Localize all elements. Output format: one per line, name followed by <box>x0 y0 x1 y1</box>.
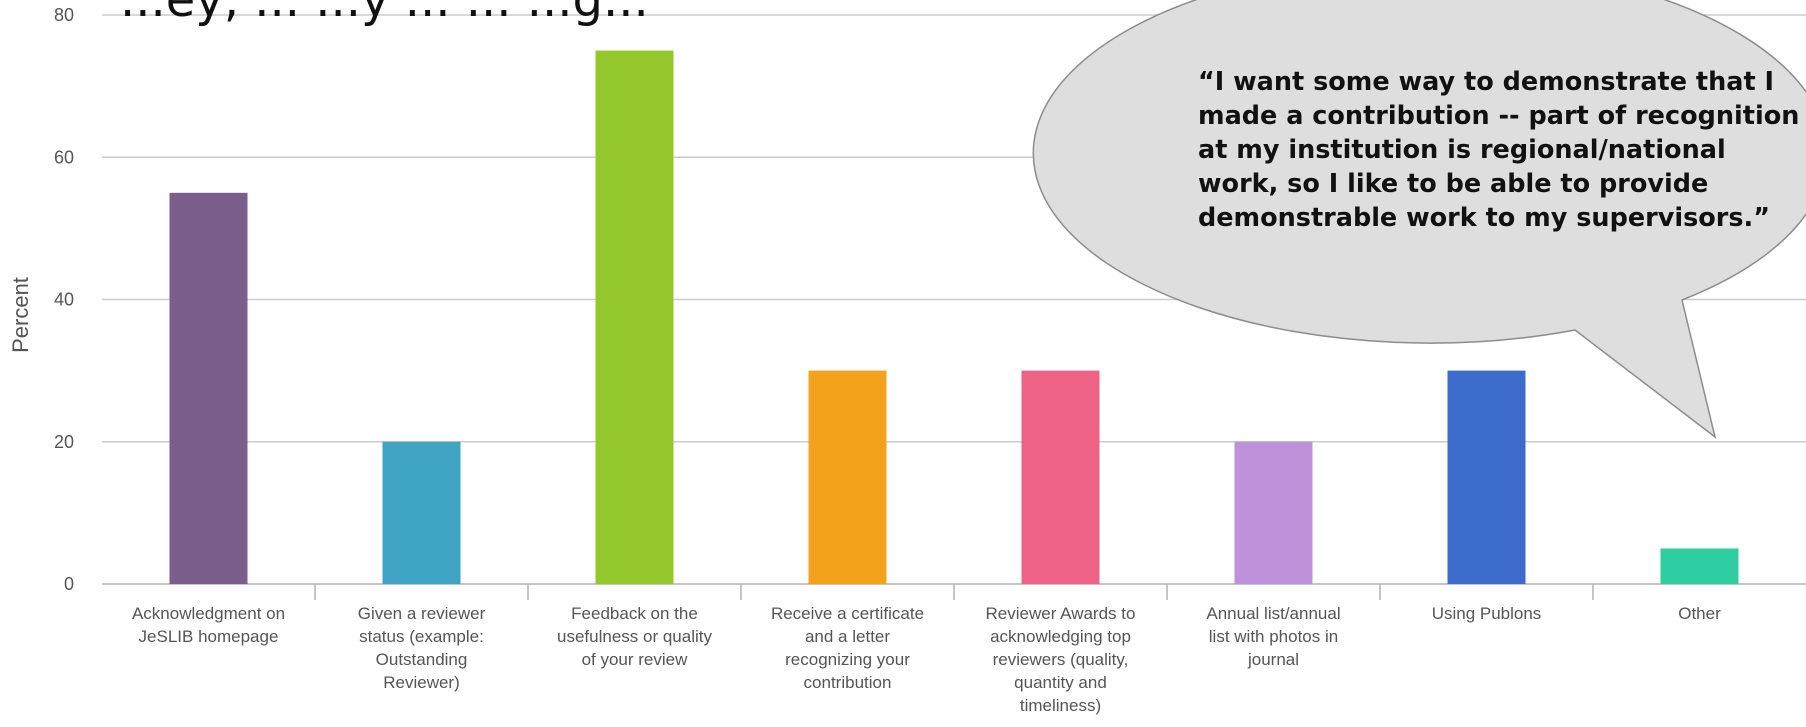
y-tick-label: 60 <box>54 147 74 167</box>
bar <box>382 441 461 584</box>
y-tick-labels: 0 20 40 60 80 <box>54 5 74 594</box>
category-label: Acknowledgment on JeSLIB homepage <box>132 604 285 646</box>
category-label: Receive a certificate and a letter recogni… <box>771 604 924 692</box>
bar <box>1234 441 1313 584</box>
y-tick-label: 80 <box>54 5 74 25</box>
category-label-line: reviewers (quality, <box>993 650 1129 669</box>
category-label-line: Reviewer) <box>383 673 460 692</box>
bar <box>169 192 248 584</box>
quote-line: at my institution is regional/national <box>1198 135 1726 165</box>
category-label-line: JeSLIB homepage <box>139 627 279 646</box>
category-label: Annual list/annual list with photos in jou… <box>1206 604 1340 669</box>
bar <box>1021 370 1100 584</box>
category-label-line: of your review <box>582 650 689 669</box>
bar <box>1660 548 1739 584</box>
category-label: Feedback on the usefulness or quality of y… <box>557 604 712 669</box>
category-label-line: timeliness) <box>1020 696 1101 715</box>
quote-line: work, so I like to be able to provide <box>1198 169 1709 199</box>
bar <box>595 50 674 584</box>
category-label-line: Reviewer Awards to <box>986 604 1136 623</box>
category-label-line: Annual list/annual <box>1206 604 1340 623</box>
category-label-line: Acknowledgment on <box>132 604 285 623</box>
quote-text: “I want some way to demonstrate that I m… <box>1198 65 1800 235</box>
category-label-line: quantity and <box>1014 673 1107 692</box>
quote-line: “I want some way to demonstrate that I <box>1198 67 1775 97</box>
bars <box>169 50 1739 584</box>
category-label-line: Outstanding <box>376 650 468 669</box>
category-label: Other <box>1678 604 1721 623</box>
y-axis-label: Percent <box>8 277 33 353</box>
category-label-line: contribution <box>804 673 892 692</box>
y-tick-label: 40 <box>54 290 74 310</box>
category-label-line: list with photos in <box>1209 627 1338 646</box>
category-label-line: Using Publons <box>1432 604 1542 623</box>
category-label-line: journal <box>1247 650 1299 669</box>
bar <box>1447 370 1526 584</box>
category-labels: Acknowledgment on JeSLIB homepage Given a … <box>132 604 1721 715</box>
category-label-line: usefulness or quality <box>557 627 712 646</box>
speech-bubble-shape <box>1032 0 1806 439</box>
category-label-line: Other <box>1678 604 1721 623</box>
speech-bubble <box>1032 0 1806 439</box>
category-label: Reviewer Awards to acknowledging top revie… <box>986 604 1136 715</box>
category-label-line: Feedback on the <box>571 604 698 623</box>
category-label: Given a reviewer status (example: Outstand… <box>358 604 486 692</box>
quote-line: made a contribution -- part of recogniti… <box>1198 101 1800 131</box>
quote-line: demonstrable work to my supervisors.” <box>1198 203 1770 233</box>
category-label-line: Receive a certificate <box>771 604 924 623</box>
y-tick-label: 20 <box>54 432 74 452</box>
category-label-line: acknowledging top <box>990 627 1131 646</box>
y-tick-label: 0 <box>64 574 74 594</box>
category-label-line: and a letter <box>805 627 890 646</box>
chart-title: ...ey, ... ...y ... ... ...g... <box>120 0 649 28</box>
category-label-line: status (example: <box>359 627 484 646</box>
category-label: Using Publons <box>1432 604 1542 623</box>
category-label-line: recognizing your <box>785 650 910 669</box>
category-label-line: Given a reviewer <box>358 604 486 623</box>
bar <box>808 370 887 584</box>
